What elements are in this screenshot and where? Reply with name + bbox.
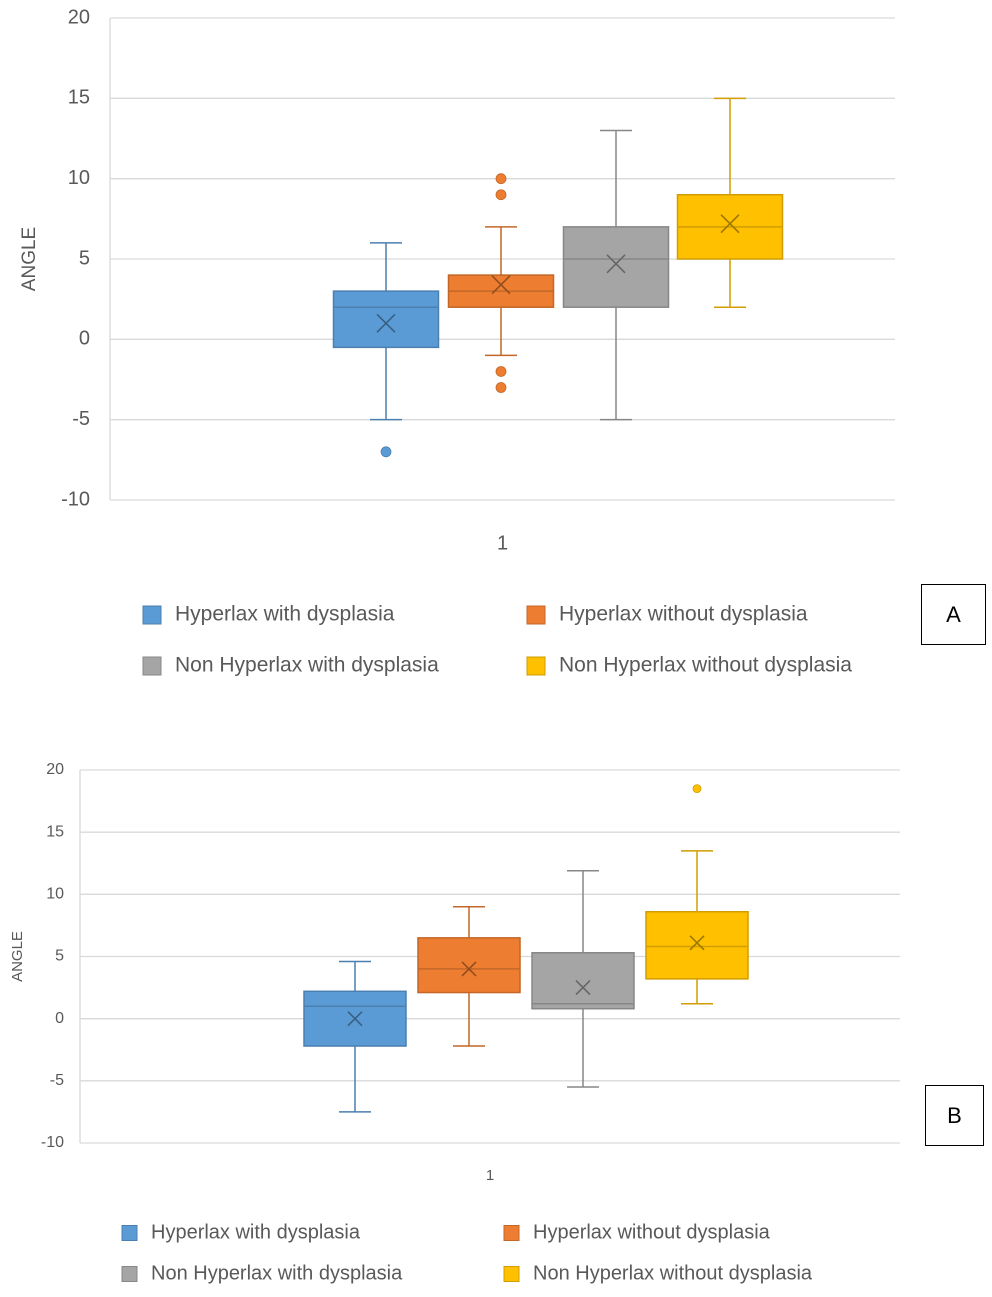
legend-label: Non Hyperlax without dysplasia [533, 1262, 813, 1284]
legend-label: Hyperlax with dysplasia [151, 1221, 361, 1243]
y-tick-label: -10 [41, 1134, 64, 1151]
y-tick-label: 0 [55, 1010, 64, 1027]
box-series [332, 242, 440, 458]
y-tick-label: 0 [79, 328, 90, 350]
box-iqr [417, 937, 521, 994]
y-axis-label: ANGLE [19, 227, 40, 291]
legend-label: Hyperlax with dysplasia [175, 603, 395, 626]
y-tick-label: 5 [55, 948, 64, 965]
y-tick-label: -5 [50, 1072, 64, 1089]
legend-swatch [142, 656, 162, 676]
box-series [645, 784, 749, 1005]
y-tick-label: 20 [46, 761, 64, 778]
legend-swatch [503, 1225, 520, 1241]
legend-swatch [121, 1266, 138, 1282]
legend-label: Hyperlax without dysplasia [533, 1221, 771, 1243]
x-tick-label: 1 [497, 532, 508, 554]
box-series [562, 129, 670, 421]
box-series [417, 906, 521, 1047]
box-iqr [645, 910, 749, 980]
outlier-point [692, 784, 702, 794]
legend-swatch [142, 605, 162, 625]
y-tick-label: -5 [72, 408, 90, 430]
legend-swatch [121, 1225, 138, 1241]
y-tick-label: 15 [46, 823, 64, 840]
legend-label: Non Hyperlax with dysplasia [175, 654, 439, 677]
panel-label-b: B [925, 1085, 984, 1146]
mean-marker [606, 254, 626, 274]
legend-label: Non Hyperlax with dysplasia [151, 1262, 403, 1284]
y-axis-label: ANGLE [9, 931, 26, 982]
mean-marker [491, 275, 511, 295]
box-plot-b: 20 15 10 5 0 -5 -10 ANGLE 1 Hyperlax with dysplas… [9, 761, 900, 1284]
box-series [447, 173, 555, 393]
y-tick-label: 10 [46, 886, 64, 903]
legend-item: Hyperlax with dysplasia [121, 1221, 361, 1243]
y-tick-label: 20 [68, 6, 90, 28]
legend-label: Non Hyperlax without dysplasia [559, 654, 852, 677]
mean-marker [720, 214, 740, 234]
legend-swatch [526, 656, 546, 676]
y-tick-label: 15 [68, 87, 90, 109]
box-iqr [332, 290, 440, 349]
legend-label: Hyperlax without dysplasia [559, 603, 808, 626]
mean-marker [347, 1011, 363, 1027]
box-iqr [531, 952, 635, 1010]
chart-panel-a: 20 15 10 5 0 -5 -10 ANGLE 1 Hyperlax with dysplas… [19, 6, 986, 677]
chart-panel-b: 20 15 10 5 0 -5 -10 ANGLE 1 Hyperlax with dysplas… [0, 700, 992, 1292]
legend-item: Non Hyperlax with dysplasia [142, 654, 439, 677]
x-tick-label: 1 [486, 1167, 494, 1184]
outlier-point [495, 189, 507, 201]
legend-swatch [503, 1266, 520, 1282]
box-series [676, 97, 784, 308]
box-iqr [562, 226, 670, 308]
y-tick-label: -10 [61, 488, 90, 510]
outlier-point [495, 173, 507, 185]
mean-marker [575, 980, 591, 996]
mean-marker [689, 935, 705, 951]
box-series [531, 869, 635, 1088]
y-tick-label: 5 [79, 247, 90, 269]
legend-swatch [526, 605, 546, 625]
legend-item: Non Hyperlax without dysplasia [526, 654, 852, 677]
legend-item: Hyperlax without dysplasia [503, 1221, 771, 1243]
legend-item: Hyperlax with dysplasia [142, 603, 395, 626]
y-tick-label: 10 [68, 167, 90, 189]
outlier-point [380, 446, 392, 458]
outlier-point [495, 366, 507, 377]
outlier-point [495, 382, 507, 393]
mean-marker [461, 961, 477, 977]
legend-item: Hyperlax without dysplasia [526, 603, 808, 626]
mean-marker [376, 313, 396, 333]
box-series [303, 960, 407, 1113]
box-plot-a: 20 15 10 5 0 -5 -10 ANGLE 1 Hyperlax with dysplas… [19, 6, 895, 677]
legend-item: Non Hyperlax with dysplasia [121, 1262, 403, 1284]
legend-item: Non Hyperlax without dysplasia [503, 1262, 813, 1284]
panel-label-a: A [921, 584, 986, 645]
